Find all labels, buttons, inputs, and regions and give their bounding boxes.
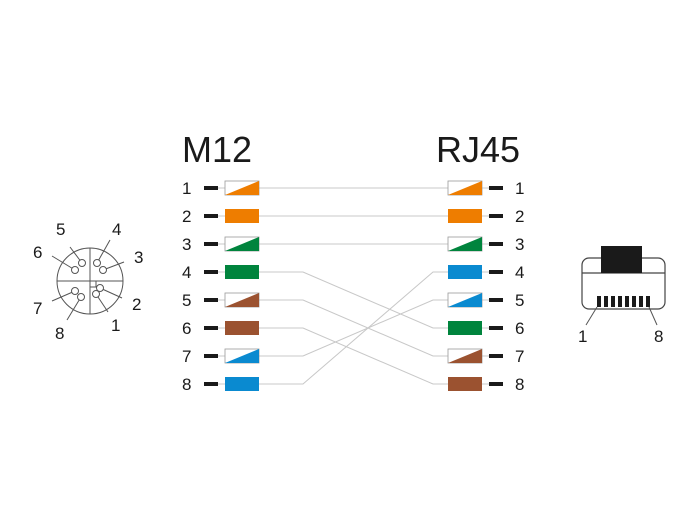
m12-face-pin-label: 2 bbox=[132, 295, 141, 314]
m12-pin-dash bbox=[204, 270, 218, 274]
m12-title: M12 bbox=[182, 129, 252, 170]
m12-pin-dash bbox=[204, 214, 218, 218]
rj45-pin-dash bbox=[489, 354, 503, 358]
m12-pin-dash bbox=[204, 382, 218, 386]
undefined-box bbox=[225, 321, 259, 335]
rj45-pin-number: 5 bbox=[515, 291, 524, 310]
undefined-box bbox=[448, 265, 482, 279]
m12-pin-hole bbox=[78, 259, 86, 267]
m12-pin-number: 8 bbox=[182, 375, 191, 394]
rj45-contact bbox=[597, 296, 601, 307]
rj45-title: RJ45 bbox=[436, 129, 520, 170]
m12-pin-hole bbox=[92, 290, 100, 298]
wire-line bbox=[259, 271, 448, 385]
undefined-stripe bbox=[225, 293, 259, 307]
m12-face-pin-label: 6 bbox=[33, 243, 42, 262]
m12-pin-hole bbox=[71, 266, 79, 274]
undefined-stripe bbox=[225, 349, 259, 363]
undefined-box bbox=[448, 209, 482, 223]
m12-face-pin-label: 1 bbox=[111, 316, 120, 335]
m12-pin-list: 1 2 3 4 5 6 7 8 bbox=[182, 179, 260, 394]
undefined-stripe bbox=[448, 237, 482, 251]
undefined-stripe bbox=[448, 349, 482, 363]
rj45-contact bbox=[632, 296, 636, 307]
m12-pin-dash bbox=[204, 298, 218, 302]
rj45-pin-number: 7 bbox=[515, 347, 524, 366]
rj45-plug-icon bbox=[581, 246, 666, 326]
undefined-box bbox=[225, 209, 259, 223]
m12-face-pin-label: 7 bbox=[33, 299, 42, 318]
rj45-pin-dash bbox=[489, 382, 503, 386]
rj45-contact bbox=[611, 296, 615, 307]
rj45-contact bbox=[639, 296, 643, 307]
undefined-stripe bbox=[448, 293, 482, 307]
undefined-stripe bbox=[448, 181, 482, 195]
undefined-box bbox=[448, 377, 482, 391]
m12-pin-leader bbox=[51, 255, 76, 271]
m12-pin-number: 1 bbox=[182, 179, 191, 198]
undefined-stripe bbox=[225, 181, 259, 195]
m12-pin-dash bbox=[204, 354, 218, 358]
rj45-pin-number: 2 bbox=[515, 207, 524, 226]
rj45-contact bbox=[646, 296, 650, 307]
m12-pin-leader bbox=[51, 290, 76, 302]
m12-pin-leader bbox=[99, 287, 123, 299]
m12-pin-dash bbox=[204, 242, 218, 246]
rj45-pin-number: 4 bbox=[515, 263, 524, 282]
m12-pin-dash bbox=[204, 326, 218, 330]
rj45-plug-label-1: 1 bbox=[578, 327, 587, 346]
rj45-contact bbox=[604, 296, 608, 307]
m12-face-pin-label: 3 bbox=[134, 248, 143, 267]
rj45-pin-number: 8 bbox=[515, 375, 524, 394]
m12-pin-hole bbox=[93, 259, 101, 267]
undefined-stripe bbox=[225, 237, 259, 251]
m12-pin-hole bbox=[71, 287, 79, 295]
m12-pin-number: 2 bbox=[182, 207, 191, 226]
rj45-pin-dash bbox=[489, 242, 503, 246]
m12-pin-number: 6 bbox=[182, 319, 191, 338]
wire-line bbox=[259, 271, 448, 329]
rj45-contact bbox=[618, 296, 622, 307]
m12-face-pin-label: 4 bbox=[112, 220, 121, 239]
rj45-pin-list: 1 2 3 6 7 8 5 4 bbox=[447, 179, 524, 394]
rj45-plug-label-8: 8 bbox=[654, 327, 663, 346]
m12-pin-number: 5 bbox=[182, 291, 191, 310]
m12-pin-hole bbox=[96, 284, 104, 292]
rj45-pin-dash bbox=[489, 270, 503, 274]
m12-pin-number: 7 bbox=[182, 347, 191, 366]
rj45-pin-dash bbox=[489, 186, 503, 190]
m12-pin-leader bbox=[66, 296, 82, 321]
m12-face-pin-label: 8 bbox=[55, 324, 64, 343]
m12-pin-number: 4 bbox=[182, 263, 191, 282]
m12-connector-face-icon bbox=[51, 239, 125, 321]
undefined-box bbox=[225, 377, 259, 391]
rj45-pin-number: 3 bbox=[515, 235, 524, 254]
wire-lines bbox=[259, 187, 448, 385]
m12-pin-leader bbox=[96, 239, 111, 264]
m12-face-pin-label: 5 bbox=[56, 220, 65, 239]
undefined-box bbox=[225, 265, 259, 279]
undefined-box bbox=[448, 321, 482, 335]
rj45-pin-dash bbox=[489, 326, 503, 330]
m12-pin-number: 3 bbox=[182, 235, 191, 254]
rj45-pin-number: 1 bbox=[515, 179, 524, 198]
rj45-pin-number: 6 bbox=[515, 319, 524, 338]
rj45-pin-dash bbox=[489, 214, 503, 218]
m12-pin-hole bbox=[77, 293, 85, 301]
rj45-pin-dash bbox=[489, 298, 503, 302]
m12-pin-dash bbox=[204, 186, 218, 190]
rj45-contact bbox=[625, 296, 629, 307]
wire-line bbox=[259, 327, 448, 385]
m12-pin-hole bbox=[99, 266, 107, 274]
